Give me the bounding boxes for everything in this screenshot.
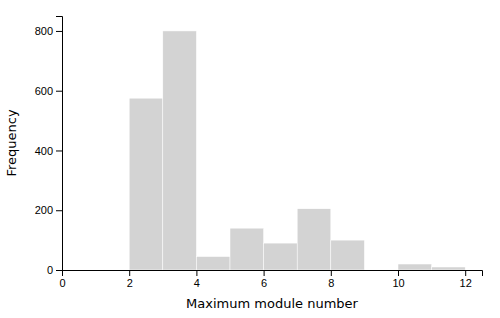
x-tick-label: 2 (127, 277, 133, 289)
y-tick-label: 400 (35, 144, 53, 156)
bar (297, 209, 331, 270)
x-tick: 2 (127, 270, 133, 289)
chart: 0 2 4 6 8 10 12 0 200 400 600 800 Maximum module num… (0, 0, 500, 318)
y-tick: 400 (35, 144, 62, 156)
x-tick-label: 8 (328, 277, 334, 289)
y-tick: 600 (35, 85, 62, 97)
x-tick: 4 (194, 270, 200, 289)
x-axis: 0 2 4 6 8 10 12 (59, 270, 482, 289)
bar (163, 31, 197, 270)
x-tick-label: 6 (261, 277, 267, 289)
x-tick: 8 (328, 270, 334, 289)
y-tick-mark (56, 210, 62, 211)
x-tick-mark (196, 270, 197, 276)
bar (331, 240, 365, 270)
x-tick-mark (465, 270, 466, 276)
x-tick-mark (129, 270, 130, 276)
y-tick-mark (56, 270, 62, 271)
x-axis-title: Maximum module number (186, 296, 358, 311)
x-axis-line (63, 271, 483, 277)
y-axis-line (56, 17, 63, 271)
bars (129, 31, 465, 270)
y-axis: 0 200 400 600 800 (35, 17, 63, 277)
bar (398, 264, 432, 270)
x-tick: 10 (392, 270, 404, 289)
y-tick-label: 600 (35, 85, 53, 97)
y-tick-label: 0 (47, 264, 53, 276)
x-tick-label: 12 (460, 277, 472, 289)
bar (264, 243, 298, 270)
bar (432, 267, 466, 270)
x-tick-mark (264, 270, 265, 276)
y-tick-label: 200 (35, 204, 53, 216)
y-axis-title: Frequency (4, 109, 19, 176)
y-tick: 0 (47, 264, 62, 276)
bar (196, 257, 230, 270)
bar (230, 228, 264, 270)
x-tick-label: 10 (392, 277, 404, 289)
y-tick-mark (56, 31, 62, 32)
x-tick: 6 (261, 270, 267, 289)
x-tick: 12 (460, 270, 472, 289)
x-tick: 0 (59, 270, 65, 289)
y-tick-label: 800 (35, 25, 53, 37)
y-tick: 800 (35, 25, 62, 37)
x-tick-label: 0 (59, 277, 65, 289)
x-tick-label: 4 (194, 277, 200, 289)
x-tick-mark (398, 270, 399, 276)
y-tick-mark (56, 91, 62, 92)
y-tick-mark (56, 150, 62, 151)
x-tick-mark (331, 270, 332, 276)
y-tick: 200 (35, 204, 62, 216)
bar (129, 98, 163, 270)
plot: 0 2 4 6 8 10 12 0 200 400 600 800 (35, 17, 483, 289)
